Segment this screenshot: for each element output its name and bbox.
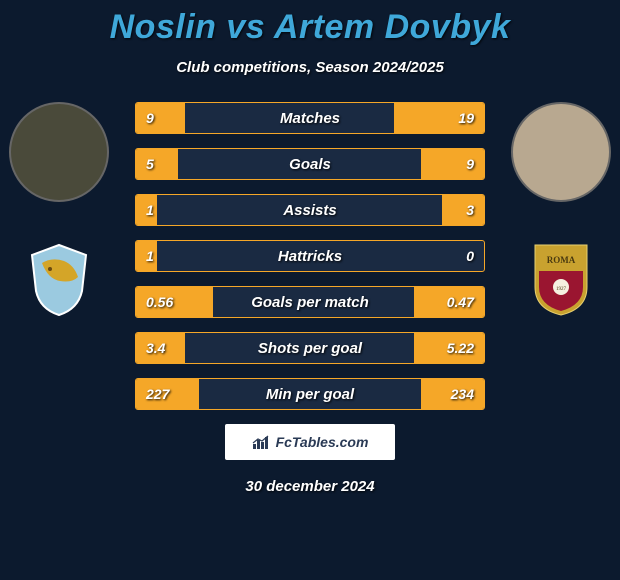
- lazio-shield-icon: [28, 243, 90, 317]
- stat-row: 3.45.22Shots per goal: [135, 332, 485, 364]
- svg-text:1927: 1927: [556, 287, 567, 292]
- stat-row: 59Goals: [135, 148, 485, 180]
- stat-row: 0.560.47Goals per match: [135, 286, 485, 318]
- player-right-column: ROMA 1927: [506, 102, 616, 328]
- date-line: 30 december 2024: [0, 478, 620, 495]
- stat-row: 919Matches: [135, 102, 485, 134]
- stats-table: 919Matches 59Goals 13Assists 10Hattricks 0.5…: [135, 102, 485, 410]
- roma-shield-icon: ROMA 1927: [533, 243, 589, 317]
- stat-row: 10Hattricks: [135, 240, 485, 272]
- stat-label: Matches: [136, 110, 484, 127]
- stat-label: Assists: [136, 202, 484, 219]
- stat-label: Shots per goal: [136, 340, 484, 357]
- stat-label: Goals: [136, 156, 484, 173]
- stat-label: Min per goal: [136, 386, 484, 403]
- player-left-club-badge: [11, 232, 107, 328]
- player-left-column: [4, 102, 114, 328]
- attribution-badge: FcTables.com: [225, 424, 395, 460]
- fctables-logo-icon: [252, 434, 272, 450]
- stat-row: 13Assists: [135, 194, 485, 226]
- player-left-avatar: [9, 102, 109, 202]
- svg-text:ROMA: ROMA: [547, 255, 576, 265]
- attribution-text: FcTables.com: [276, 434, 369, 450]
- player-right-club-badge: ROMA 1927: [513, 232, 609, 328]
- stat-label: Goals per match: [136, 294, 484, 311]
- comparison-content: ROMA 1927 919Matches 59Goals 13Assists 10Ha…: [0, 102, 620, 410]
- stat-row: 227234Min per goal: [135, 378, 485, 410]
- subtitle: Club competitions, Season 2024/2025: [0, 59, 620, 76]
- player-right-avatar: [511, 102, 611, 202]
- stat-label: Hattricks: [136, 248, 484, 265]
- page-title: Noslin vs Artem Dovbyk: [0, 0, 620, 47]
